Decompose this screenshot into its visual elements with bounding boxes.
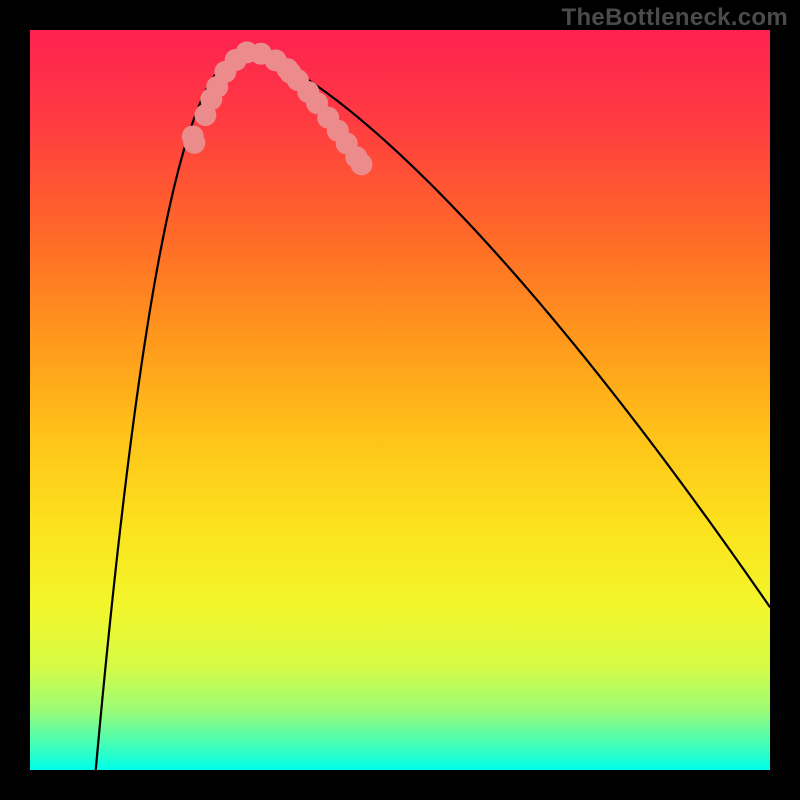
marker-point: [182, 125, 204, 147]
marker-point: [351, 153, 373, 175]
marker-point: [200, 88, 222, 110]
chart-container: TheBottleneck.com: [0, 0, 800, 800]
marker-point: [214, 61, 236, 83]
plot-area: [30, 30, 770, 770]
watermark-text: TheBottleneck.com: [562, 4, 788, 32]
plot-svg: [30, 30, 770, 770]
marker-point: [279, 62, 301, 84]
gradient-background: [30, 30, 770, 770]
